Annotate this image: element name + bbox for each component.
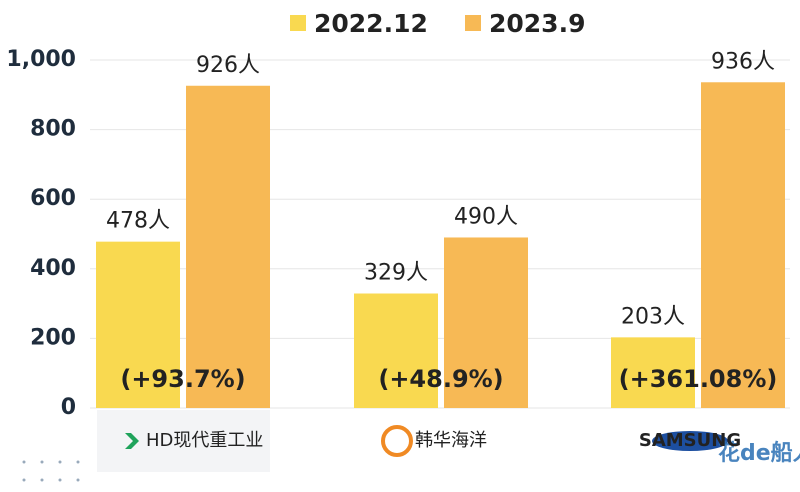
value-label: 490人 [454, 204, 518, 229]
bar [186, 85, 270, 408]
y-tick-label: 800 [30, 117, 76, 142]
bar [354, 293, 438, 408]
logo-icon [652, 431, 728, 451]
legend-swatch [290, 15, 306, 31]
bar [444, 237, 528, 408]
y-tick-label: 200 [30, 325, 76, 350]
value-label: 203人 [621, 304, 685, 329]
x-tick-label: SAMSUNG [639, 430, 741, 451]
watermark: 花de船人 [718, 440, 800, 466]
y-tick-label: 1,000 [6, 47, 76, 72]
value-label: 478人 [106, 209, 170, 234]
value-label: 329人 [364, 261, 428, 286]
legend-swatch [465, 15, 481, 31]
legend-label: 2023.9 [489, 9, 585, 38]
value-label: 936人 [711, 49, 775, 74]
y-tick-label: 400 [30, 256, 76, 281]
legend-label: 2022.12 [314, 9, 428, 38]
logo-icon [381, 425, 413, 457]
x-tick-label: 韩华海洋 [415, 430, 487, 451]
dots [22, 460, 80, 482]
annotation: (+93.7%) [120, 365, 245, 393]
bar [701, 82, 785, 408]
annotation: (+48.9%) [378, 365, 503, 393]
y-tick-label: 600 [30, 186, 76, 211]
annotation: (+361.08%) [619, 365, 778, 393]
bar [611, 337, 695, 408]
x-tick-label: HD现代重工业 [146, 430, 263, 451]
value-label: 926人 [196, 53, 260, 78]
bar [96, 241, 180, 408]
y-tick-label: 0 [61, 395, 76, 420]
logo-box [97, 410, 270, 472]
logo-icon [125, 433, 139, 449]
